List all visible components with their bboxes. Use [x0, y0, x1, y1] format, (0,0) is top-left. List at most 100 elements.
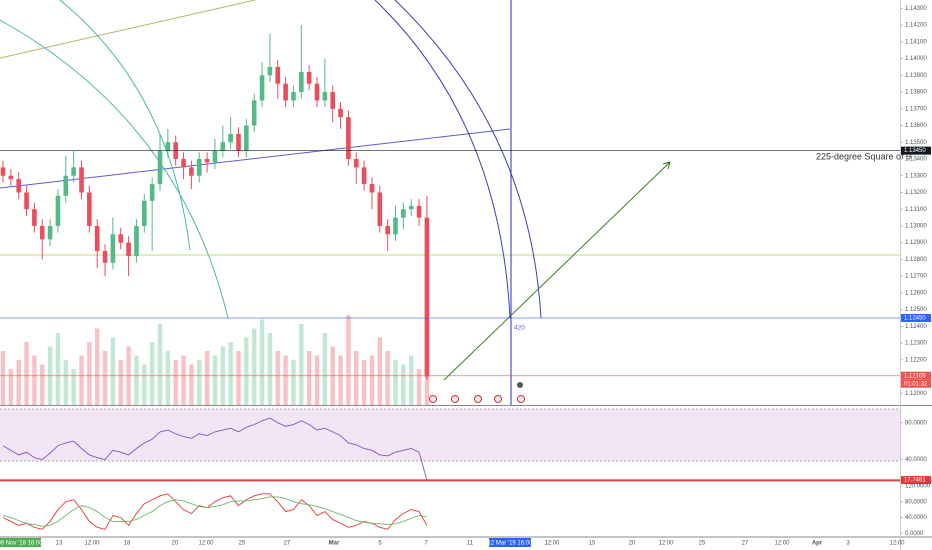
x-tick-label: 5	[378, 541, 382, 547]
candle-body	[393, 217, 398, 235]
indicator-line	[2, 493, 428, 530]
y-tick-label: 1.14000	[905, 56, 927, 62]
y-tick-label: 1.13400	[905, 157, 927, 163]
marker-label: 1.13450	[904, 148, 926, 154]
volume-bar	[275, 351, 280, 405]
volume-bar	[346, 315, 351, 405]
x-label-box	[0, 538, 41, 547]
y-tick-label: 80.0000	[905, 499, 927, 505]
candle-body	[228, 133, 233, 143]
volume-bar	[306, 351, 312, 405]
y-tick-label: 1.13800	[905, 90, 927, 96]
volume-bar	[40, 364, 45, 405]
volume-bar	[16, 360, 21, 405]
candle-body	[369, 184, 375, 193]
volume-bar	[236, 351, 241, 405]
y-tick-label: 40.0000	[905, 515, 927, 521]
volume-bar	[212, 355, 218, 405]
x-tick-label: 12 Mar '19 16:00	[488, 541, 534, 547]
volume-bar	[118, 360, 123, 405]
x-tick-label: 13	[56, 541, 63, 547]
x-tick-label: 11	[467, 541, 474, 547]
countdown-box	[901, 379, 931, 388]
candle-body	[283, 83, 288, 101]
last-value-label: 17.7461	[904, 478, 926, 484]
candle-body	[377, 192, 383, 226]
y-tick-label: 0.0000	[905, 531, 924, 537]
candle-body	[408, 205, 414, 210]
candle-body	[63, 175, 69, 196]
candle-body	[16, 179, 21, 193]
volume-bar	[87, 342, 92, 405]
gann-arc	[394, 0, 542, 319]
marker-label: 1.12105	[904, 373, 926, 379]
candle-body	[416, 205, 422, 218]
x-tick-label: 15	[589, 541, 596, 547]
volume-bar	[409, 355, 414, 405]
y-tick-label: 1.13200	[905, 190, 927, 196]
volume-bar	[157, 324, 163, 405]
volume-bar	[181, 355, 186, 405]
gann-arc	[0, 19, 229, 319]
volume-bar	[149, 342, 155, 405]
volume-bar	[79, 355, 84, 405]
arrow-head	[662, 161, 671, 170]
y-tick-label: 1.12800	[905, 257, 927, 263]
volume-bar	[197, 360, 202, 405]
volume-bar	[244, 337, 249, 405]
volume-bar	[24, 342, 29, 405]
indicator-line	[2, 496, 427, 527]
y-tick-label: 1.12700	[905, 274, 927, 280]
candle-body	[118, 234, 124, 243]
volume-bar	[8, 369, 14, 405]
volume-bar	[134, 355, 139, 405]
x-tick-label: 3	[846, 541, 850, 547]
volume-bar	[338, 355, 343, 405]
candle-body	[8, 175, 14, 180]
candle-body	[94, 225, 100, 252]
volume-bar	[361, 360, 367, 405]
y-tick-label: 1.13100	[905, 207, 927, 213]
x-tick-label: 12:00	[774, 541, 790, 547]
candle-body	[102, 251, 108, 263]
volume-bar	[110, 337, 116, 405]
volume-bar	[416, 369, 422, 405]
candle-body	[181, 158, 186, 168]
candle-body	[204, 158, 210, 163]
candle-body	[55, 195, 61, 226]
candle-body	[385, 225, 390, 235]
rsi-band	[0, 409, 900, 461]
volume-bar	[165, 351, 171, 405]
annotation: 420	[514, 325, 525, 332]
candle-body	[346, 117, 351, 159]
y-tick-label: 1.13500	[905, 140, 927, 146]
arrow	[443, 161, 671, 381]
marker-label-box	[901, 146, 931, 155]
volume-bar	[377, 337, 382, 405]
volume-bar	[369, 355, 375, 405]
volume-bar	[142, 364, 147, 405]
candle-body	[134, 225, 139, 257]
x-tick-label: 25	[239, 541, 246, 547]
x-tick-label: 25	[699, 541, 706, 547]
volume-bar	[401, 364, 406, 405]
y-tick-label: 1.13700	[905, 106, 927, 112]
candle-body	[110, 234, 116, 263]
volume-bar	[95, 328, 100, 405]
x-tick-label: 20	[629, 541, 636, 547]
candle-body	[165, 142, 171, 151]
y-tick-label: 1.13600	[905, 123, 927, 129]
volume-bar	[354, 351, 359, 405]
x-tick-label: 12:00	[658, 541, 674, 547]
y-tick-label: 1.12300	[905, 341, 927, 347]
volume-bar	[189, 364, 194, 405]
candle-body	[189, 167, 194, 176]
volume-bar	[291, 360, 296, 405]
annotation: 225-degree Square of 9	[816, 151, 911, 161]
x-label-box	[489, 538, 531, 547]
y-tick-label: 1.13000	[905, 224, 927, 230]
volume-bar	[32, 355, 37, 405]
y-tick-label: 1.12000	[905, 391, 927, 397]
volume-bar	[283, 355, 288, 405]
